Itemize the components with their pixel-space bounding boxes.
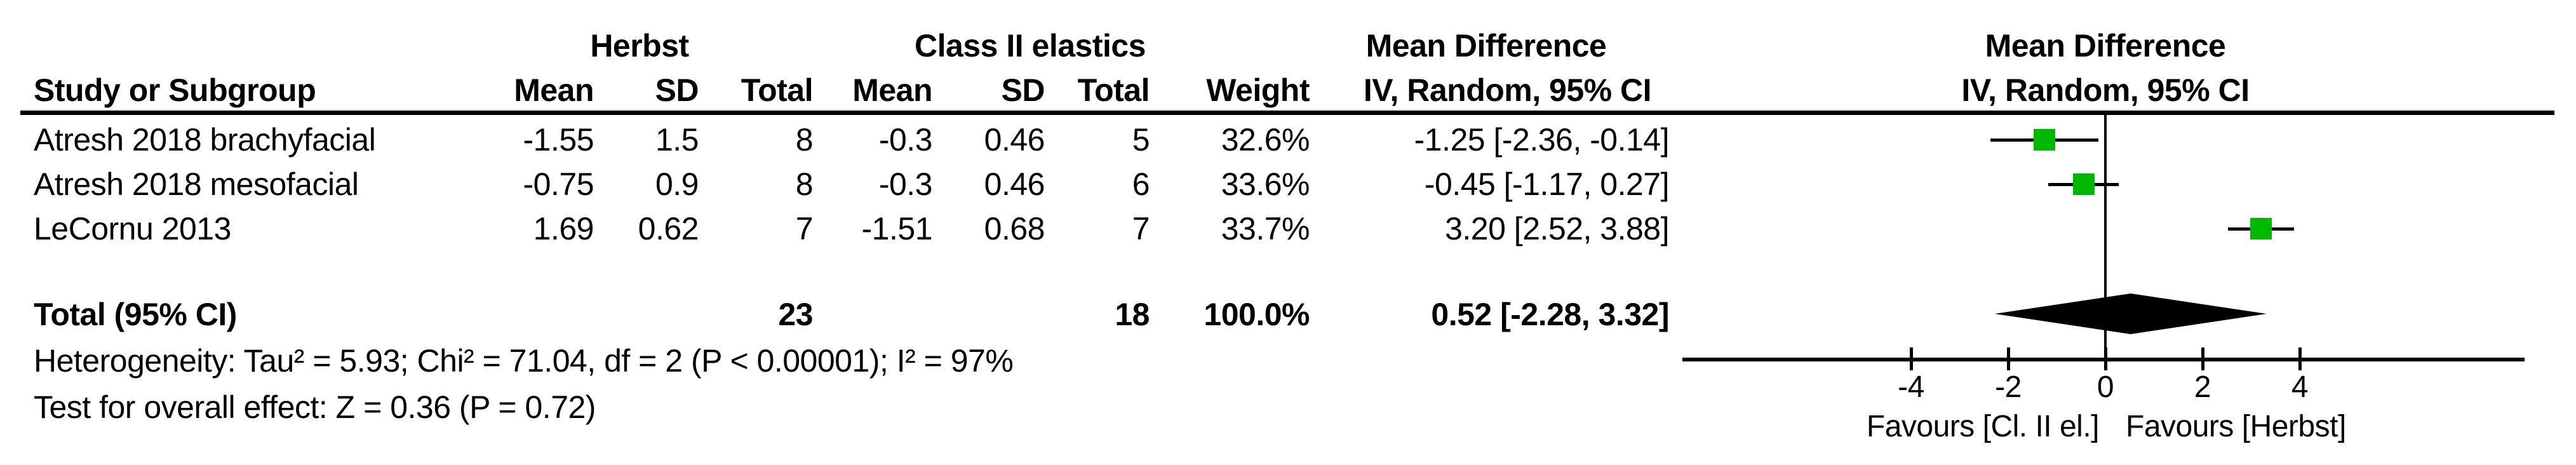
group-header-herbst: Herbst: [590, 28, 689, 64]
column-header-sd-elastics: SD: [1001, 72, 1045, 108]
favours-right-label: Favours [Herbst]: [2126, 410, 2346, 443]
cell-sd-elastics: 0.46: [984, 122, 1045, 158]
total-ci-text: 0.52 [-2.28, 3.32]: [1431, 297, 1669, 332]
zero-line: [2104, 115, 2107, 360]
cell-total-herbst: 7: [795, 211, 814, 246]
summary-diamond: [1994, 293, 2267, 334]
cell-sd-elastics: 0.68: [984, 211, 1045, 246]
plot-header-mean-difference: Mean Difference: [1985, 28, 2226, 64]
cell-total-herbst: 8: [795, 166, 814, 202]
total-label: Total (95% CI): [34, 297, 237, 332]
total-n-elastics: 18: [1115, 297, 1150, 332]
axis-tick: [2201, 347, 2204, 370]
mean-marker: [2250, 218, 2272, 239]
column-header-mean-herbst: Mean: [514, 72, 594, 108]
cell-sd-herbst: 0.62: [638, 211, 699, 246]
column-header-total-herbst: Total: [741, 72, 814, 108]
cell-mean-elastics: -1.51: [861, 211, 933, 246]
cell-total-elastics: 6: [1132, 166, 1150, 202]
plot-header-ci: IV, Random, 95% CI: [1961, 72, 2250, 108]
cell-mean-elastics: -0.3: [878, 166, 933, 202]
axis-tick: [2298, 347, 2302, 370]
cell-mean-elastics: -0.3: [878, 122, 933, 158]
cell-weight: 32.6%: [1221, 122, 1310, 158]
column-header-study: Study or Subgroup: [34, 72, 316, 108]
cell-weight: 33.7%: [1221, 211, 1310, 246]
axis-line: [1682, 358, 2525, 361]
axis-tick-label: -4: [1898, 370, 1924, 404]
axis-tick: [2006, 347, 2010, 370]
axis-tick: [2103, 347, 2107, 370]
stat-header-mean-difference: Mean Difference: [1365, 28, 1607, 64]
cell-mean-herbst: -0.75: [523, 166, 594, 202]
column-header-mean-elastics: Mean: [852, 72, 932, 108]
cell-sd-elastics: 0.46: [984, 166, 1045, 202]
cell-total-elastics: 5: [1132, 122, 1150, 158]
cell-sd-herbst: 1.5: [655, 122, 699, 158]
column-header-ci: IV, Random, 95% CI: [1363, 72, 1652, 108]
mean-marker: [2072, 173, 2095, 195]
study-name: Atresh 2018 mesofacial: [34, 166, 359, 202]
favours-left-label: Favours [Cl. II el.]: [1866, 410, 2100, 443]
cell-total-herbst: 8: [795, 122, 814, 158]
mean-marker: [2034, 129, 2056, 151]
total-weight: 100.0%: [1204, 297, 1310, 332]
cell-weight: 33.6%: [1221, 166, 1310, 202]
total-n-herbst: 23: [778, 297, 813, 332]
axis-tick: [1909, 347, 1913, 370]
heterogeneity-stats: Heterogeneity: Tau² = 5.93; Chi² = 71.04…: [34, 343, 1014, 379]
axis-tick-label: 2: [2194, 370, 2211, 404]
axis-tick-label: 4: [2291, 370, 2309, 404]
cell-sd-herbst: 0.9: [655, 166, 699, 202]
cell-ci-text: -1.25 [-2.36, -0.14]: [1414, 122, 1670, 158]
column-header-sd-herbst: SD: [655, 72, 699, 108]
axis-tick-label: 0: [2096, 370, 2114, 404]
column-header-weight: Weight: [1206, 72, 1310, 108]
cell-ci-text: 3.20 [2.52, 3.88]: [1445, 211, 1669, 246]
study-name: LeCornu 2013: [34, 211, 231, 246]
column-header-total-elastics: Total: [1077, 72, 1150, 108]
overall-effect-test: Test for overall effect: Z = 0.36 (P = 0…: [34, 389, 596, 425]
cell-ci-text: -0.45 [-1.17, 0.27]: [1424, 166, 1670, 202]
group-header-class-ii: Class II elastics: [915, 28, 1146, 64]
cell-mean-herbst: 1.69: [533, 211, 594, 246]
cell-total-elastics: 7: [1132, 211, 1150, 246]
cell-mean-herbst: -1.55: [523, 122, 594, 158]
study-name: Atresh 2018 brachyfacial: [34, 122, 376, 158]
axis-tick-label: -2: [1995, 370, 2022, 404]
header-underline: [20, 111, 2554, 115]
